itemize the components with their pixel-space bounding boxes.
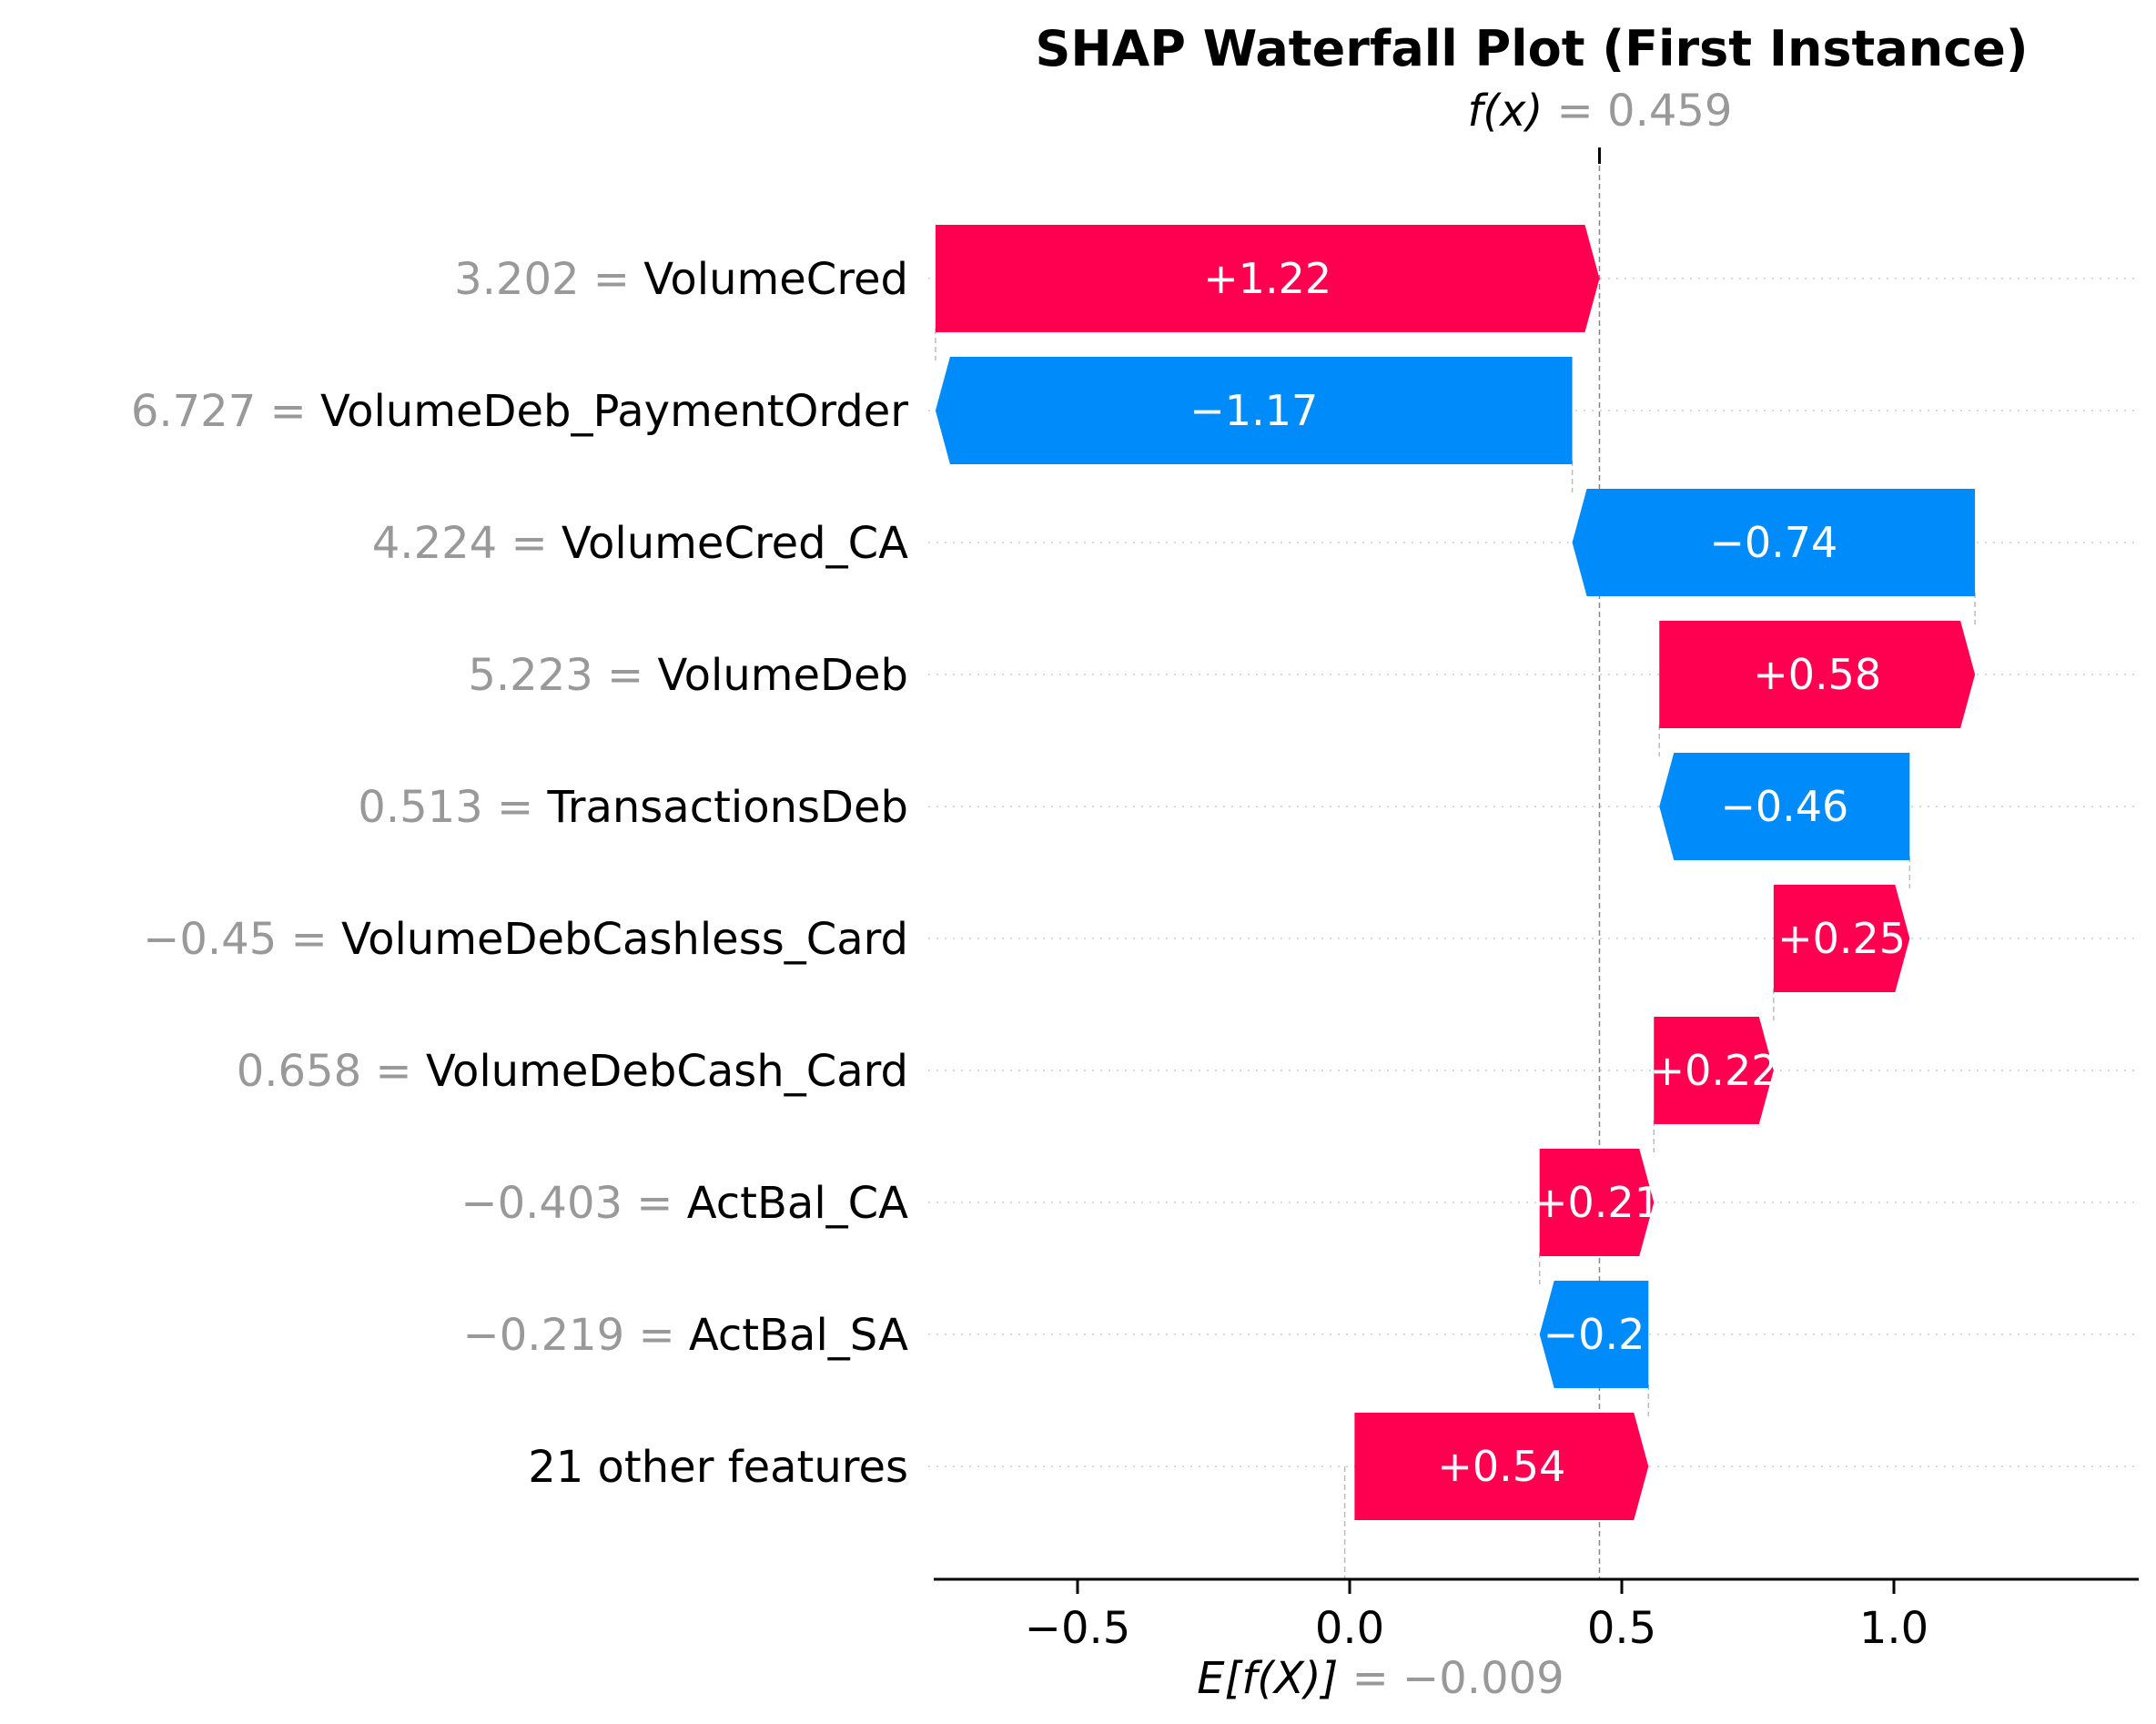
bar-value-label: +0.21 [1533, 1178, 1661, 1227]
bar-volumedeb [1659, 621, 1976, 728]
bar-volumedebcash-card [1654, 1017, 1774, 1124]
feature-separator: = [593, 650, 658, 701]
feature-labels: 3.202 = VolumeCred 6.727 = VolumeDeb_Paym… [131, 254, 908, 1493]
feature-separator: = [497, 518, 562, 569]
feature-value: 5.223 [468, 650, 592, 701]
x-tick-label: 0.5 [1587, 1603, 1656, 1654]
feature-value: 0.513 [358, 782, 482, 833]
bar-value-label: −0.2 [1544, 1310, 1645, 1359]
feature-name: VolumeDebCash_Card [426, 1046, 908, 1097]
feature-value: 0.658 [237, 1046, 361, 1097]
chart-title: SHAP Waterfall Plot (First Instance) [1035, 20, 2028, 77]
feature-separator: = [624, 1310, 689, 1361]
feature-name: VolumeDeb_PaymentOrder [320, 386, 908, 437]
feature-name: TransactionsDeb [546, 782, 908, 833]
bar-transactionsdeb [1659, 753, 1910, 860]
feature-label: −0.403 = ActBal_CA [461, 1178, 908, 1229]
feature-label: 4.224 = VolumeCred_CA [372, 518, 908, 569]
feature-value: −0.403 [461, 1178, 623, 1229]
feature-label: 0.513 = TransactionsDeb [358, 782, 908, 833]
bar-value-label: +0.54 [1437, 1442, 1565, 1491]
feature-separator: = [623, 1178, 687, 1229]
feature-separator: = [483, 782, 548, 833]
feature-name: ActBal_SA [689, 1310, 908, 1361]
base-label: E[f(X)] [1197, 1653, 1338, 1704]
bar-volumecred-ca [1572, 489, 1976, 596]
bar-value-label: −0.74 [1709, 518, 1837, 567]
feature-label: 21 other features [528, 1442, 908, 1493]
feature-value: 6.727 [131, 386, 256, 437]
bars: +1.22 −1.17 −0.74 +0.58 −0.46 +0.25 +0.22 +0.21… [935, 225, 1976, 1520]
feature-value: 3.202 [454, 254, 579, 305]
feature-separator: = [580, 254, 644, 305]
x-tick-label: 0.0 [1315, 1603, 1384, 1654]
feature-name: VolumeDebCashless_Card [341, 914, 908, 965]
feature-label: 5.223 = VolumeDeb [468, 650, 908, 701]
feature-name: 21 other features [528, 1442, 908, 1493]
bar-volumedeb-paymentorder [935, 357, 1573, 464]
fx-label: f(x) [1468, 86, 1544, 137]
feature-label: 6.727 = VolumeDeb_PaymentOrder [131, 386, 908, 437]
feature-separator: = [361, 1046, 426, 1097]
feature-separator: = [277, 914, 341, 965]
bar-volumecred [935, 225, 1600, 332]
feature-separator: = [256, 386, 320, 437]
feature-label: −0.45 = VolumeDebCashless_Card [143, 914, 908, 965]
fx-annotation: f(x) = 0.459 [1468, 86, 1733, 137]
bar-value-label: +0.58 [1753, 650, 1881, 699]
feature-label: −0.219 = ActBal_SA [463, 1310, 909, 1361]
feature-value: 4.224 [372, 518, 497, 569]
x-tick-label: 1.0 [1859, 1603, 1928, 1654]
fx-value: 0.459 [1607, 86, 1732, 137]
feature-name: ActBal_CA [687, 1178, 908, 1229]
bar-actbal-sa [1539, 1281, 1649, 1388]
feature-name: VolumeCred_CA [562, 518, 908, 569]
bar-value-label: −1.17 [1189, 386, 1318, 435]
bar-actbal-ca [1539, 1149, 1655, 1256]
bar-21-other-features [1354, 1413, 1649, 1520]
base-separator: = [1338, 1653, 1402, 1704]
bar-value-label: +0.25 [1777, 914, 1906, 963]
feature-name: VolumeDeb [658, 650, 908, 701]
x-axis-ticks: −0.5 0.0 0.5 1.0 [1025, 1579, 1928, 1654]
bar-volumedebcashless-card [1773, 885, 1910, 992]
feature-value: −0.219 [463, 1310, 625, 1361]
fx-separator: = [1543, 86, 1607, 137]
base-value: −0.009 [1402, 1653, 1564, 1704]
bar-value-label: +0.22 [1650, 1046, 1778, 1095]
feature-value: −0.45 [143, 914, 277, 965]
bar-value-label: −0.46 [1720, 782, 1848, 831]
x-tick-label: −0.5 [1025, 1603, 1131, 1654]
feature-label: 3.202 = VolumeCred [454, 254, 908, 305]
feature-name: VolumeCred [643, 254, 908, 305]
base-annotation: E[f(X)] = −0.009 [1197, 1653, 1564, 1704]
feature-label: 0.658 = VolumeDebCash_Card [237, 1046, 908, 1097]
bar-value-label: +1.22 [1203, 254, 1331, 303]
